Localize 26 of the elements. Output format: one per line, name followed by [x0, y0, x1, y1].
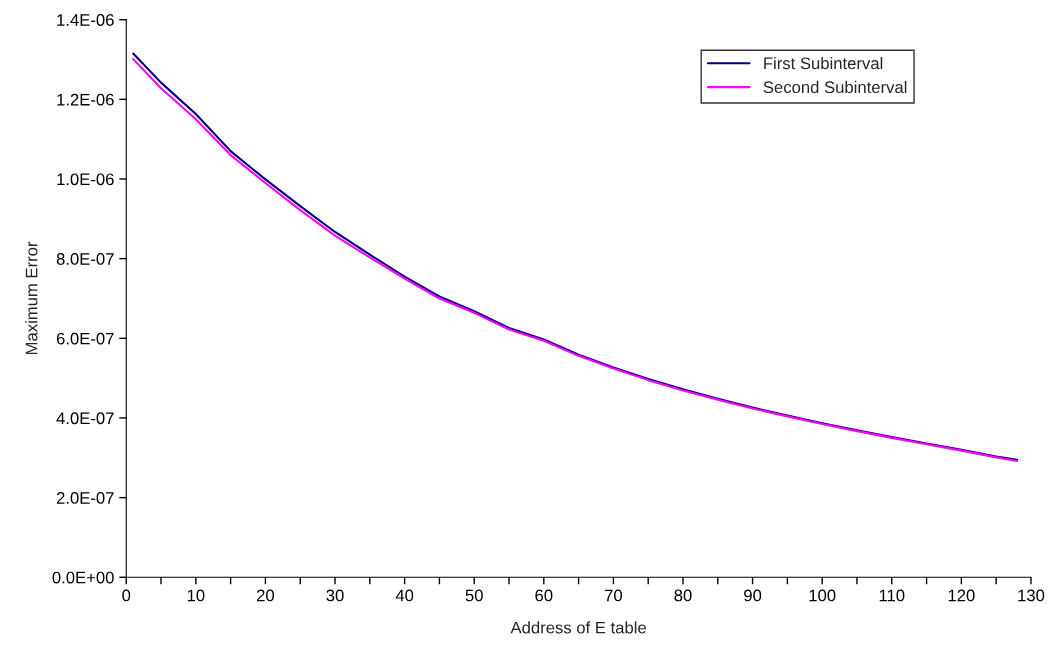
- x-axis-title: Address of E table: [510, 621, 646, 634]
- x-tick-label: 30: [326, 589, 344, 602]
- x-tick-label: 50: [465, 589, 483, 602]
- x-tick-label: 70: [604, 589, 623, 602]
- x-tick-label: 40: [395, 589, 414, 602]
- y-tick-label: 0.0E+00: [52, 571, 114, 584]
- x-tick-label: 110: [879, 589, 905, 602]
- y-tick-label: 1.0E-06: [57, 173, 114, 186]
- x-tick-label: 90: [744, 589, 762, 602]
- y-tick-label: 4.0E-07: [56, 412, 114, 425]
- y-tick-label: 1.4E-06: [57, 14, 114, 26]
- x-tick-label: 0: [122, 589, 131, 602]
- y-tick-label: 8.0E-07: [56, 253, 114, 265]
- y-tick-label: 1.2E-06: [57, 93, 114, 106]
- x-tick-label: 80: [674, 589, 692, 602]
- x-tick-label: 130: [1018, 589, 1045, 602]
- y-tick-label: 2.0E-07: [56, 492, 114, 504]
- legend-label: First Subinterval: [764, 56, 883, 70]
- y-tick-label: 6.0E-07: [56, 332, 114, 345]
- x-tick-label: 100: [809, 589, 836, 602]
- y-axis-title: Maximum Error: [25, 241, 38, 355]
- x-tick-label: 60: [535, 589, 553, 602]
- legend-label: Second Subinterval: [763, 80, 907, 94]
- x-tick-label: 120: [948, 589, 975, 602]
- x-tick-label: 20: [257, 589, 275, 602]
- x-tick-label: 10: [187, 589, 205, 602]
